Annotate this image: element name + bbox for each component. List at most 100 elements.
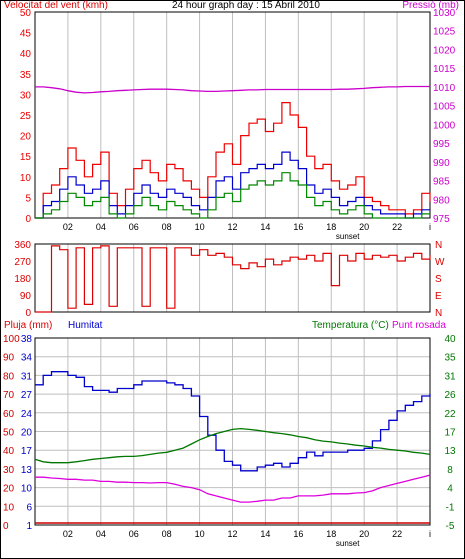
wind-series-2 [35, 172, 430, 219]
hum-x-tick-10: 22 [392, 529, 402, 539]
hum-x-tick-6: 14 [260, 529, 270, 539]
dir-y-tick-1: 90 [20, 291, 32, 302]
pressure-y-tick-5: 1000 [433, 120, 456, 131]
wind-y-tick-8: 40 [20, 49, 32, 60]
pressure-y-tick-7: 1010 [433, 83, 456, 94]
wind-x-tick-4: 10 [195, 222, 205, 232]
temp-y-tick-0: -5 [446, 521, 455, 532]
wind-y-tick-2: 10 [20, 173, 32, 184]
rain-y-tick-8: 80 [3, 371, 15, 382]
compass-label-3: E [435, 291, 442, 302]
temp-y-tick-10: 40 [444, 334, 456, 345]
wind-x-tick-5: 12 [227, 222, 237, 232]
wind-x-tick-6: 14 [260, 222, 270, 232]
humidity-y-tick-2: 10 [21, 484, 33, 495]
temp-y-tick-1: -1 [446, 502, 455, 513]
compass-label-0: N [435, 240, 442, 251]
pressure-title: Pressió (mb) [402, 0, 459, 11]
wind-x-tick-3: 08 [162, 222, 172, 232]
humidity-y-tick-0: 1 [26, 521, 32, 532]
hum-x-tick-8: 18 [326, 529, 336, 539]
wind-panel-frame [34, 11, 431, 219]
rain-y-tick-9: 90 [3, 353, 15, 364]
pressure-y-tick-9: 1020 [433, 45, 456, 56]
hum-x-tick-1: 04 [96, 529, 106, 539]
humidity-y-tick-6: 24 [21, 409, 33, 420]
wind-y-tick-6: 30 [20, 90, 32, 101]
humidity-y-tick-1: 6 [26, 502, 32, 513]
hum-x-tick-5: 12 [227, 529, 237, 539]
rain-y-tick-1: 10 [3, 502, 15, 513]
wind-x-tick-11: i [429, 222, 431, 232]
wind-sunset-label: sunset [336, 232, 360, 241]
dewpoint-title: Punt rosada [392, 320, 446, 331]
humidity-y-tick-9: 34 [21, 353, 33, 364]
dir-y-tick-3: 270 [14, 257, 31, 268]
hum-sunset-label: sunset [336, 539, 360, 548]
wind-x-tick-1: 04 [96, 222, 106, 232]
wind-y-tick-7: 35 [20, 70, 32, 81]
wind-x-tick-0: 02 [63, 222, 73, 232]
hum-x-tick-4: 10 [195, 529, 205, 539]
wind-series-0 [35, 102, 431, 219]
rain-y-tick-2: 20 [3, 484, 15, 495]
pressure-y-tick-4: 995 [433, 139, 450, 150]
wind-y-tick-10: 50 [20, 8, 32, 19]
rain-title: Pluja (mm) [4, 320, 53, 331]
pressure-y-tick-11: 1030 [433, 8, 456, 19]
wind-x-tick-9: 20 [359, 222, 369, 232]
dir-y-tick-2: 180 [14, 274, 31, 285]
temp-y-tick-7: 26 [444, 390, 456, 401]
compass-label-1: W [435, 257, 445, 268]
hum-x-tick-0: 02 [63, 529, 73, 539]
temp-y-tick-3: 8 [447, 465, 453, 476]
temp-y-tick-9: 35 [444, 353, 456, 364]
pressure-y-tick-8: 1015 [433, 64, 456, 75]
wind-x-tick-2: 06 [129, 222, 139, 232]
humidity-title: Humitat [68, 320, 103, 331]
hum-x-tick-2: 06 [129, 529, 139, 539]
rain-y-tick-10: 100 [3, 334, 20, 345]
rain-y-tick-4: 40 [3, 446, 15, 457]
rain-y-tick-5: 50 [3, 428, 15, 439]
wind-title: Velocitat del vent (kmh) [4, 0, 108, 11]
temp-y-tick-2: 4 [447, 484, 453, 495]
humidity-y-tick-7: 27 [21, 390, 33, 401]
pressure-y-tick-10: 1025 [433, 27, 456, 38]
compass-label-2: S [435, 274, 442, 285]
temp-y-tick-8: 31 [444, 371, 456, 382]
pressure-y-tick-0: 975 [433, 214, 450, 225]
humidity-y-tick-3: 13 [21, 465, 33, 476]
graph-title: 24 hour graph day : 15 Abril 2010 [172, 0, 320, 11]
pressure-y-tick-6: 1005 [433, 102, 456, 113]
rain-y-tick-0: 0 [3, 521, 9, 532]
humidity-y-tick-8: 31 [21, 371, 33, 382]
hum-x-tick-7: 16 [293, 529, 303, 539]
temperature-title: Temperatura (°C) [312, 320, 389, 331]
pressure-y-tick-1: 980 [433, 195, 450, 206]
humidity-y-tick-5: 20 [21, 428, 33, 439]
pressure-y-tick-2: 985 [433, 177, 450, 188]
dir-y-tick-4: 360 [14, 240, 31, 251]
pressure-series [35, 85, 430, 94]
wind-y-tick-1: 5 [25, 193, 31, 204]
hum-x-tick-11: i [429, 529, 431, 539]
wind-x-tick-7: 16 [293, 222, 303, 232]
humidity-y-tick-10: 38 [21, 334, 33, 345]
temp-y-tick-4: 13 [444, 446, 456, 457]
wind-y-tick-0: 0 [25, 214, 31, 225]
wind-y-tick-4: 20 [20, 132, 32, 143]
wind-series-1 [35, 151, 430, 219]
wind-x-tick-10: 22 [392, 222, 402, 232]
temp-y-tick-6: 22 [444, 409, 456, 420]
hum-x-tick-3: 08 [162, 529, 172, 539]
wind-x-tick-8: 18 [326, 222, 336, 232]
direction-series-0 [35, 245, 431, 313]
wind-y-tick-3: 15 [20, 152, 32, 163]
rain-y-tick-3: 30 [3, 465, 15, 476]
direction-panel-frame [34, 243, 431, 313]
wind-y-tick-9: 45 [20, 29, 32, 40]
temp-y-tick-5: 17 [444, 428, 456, 439]
